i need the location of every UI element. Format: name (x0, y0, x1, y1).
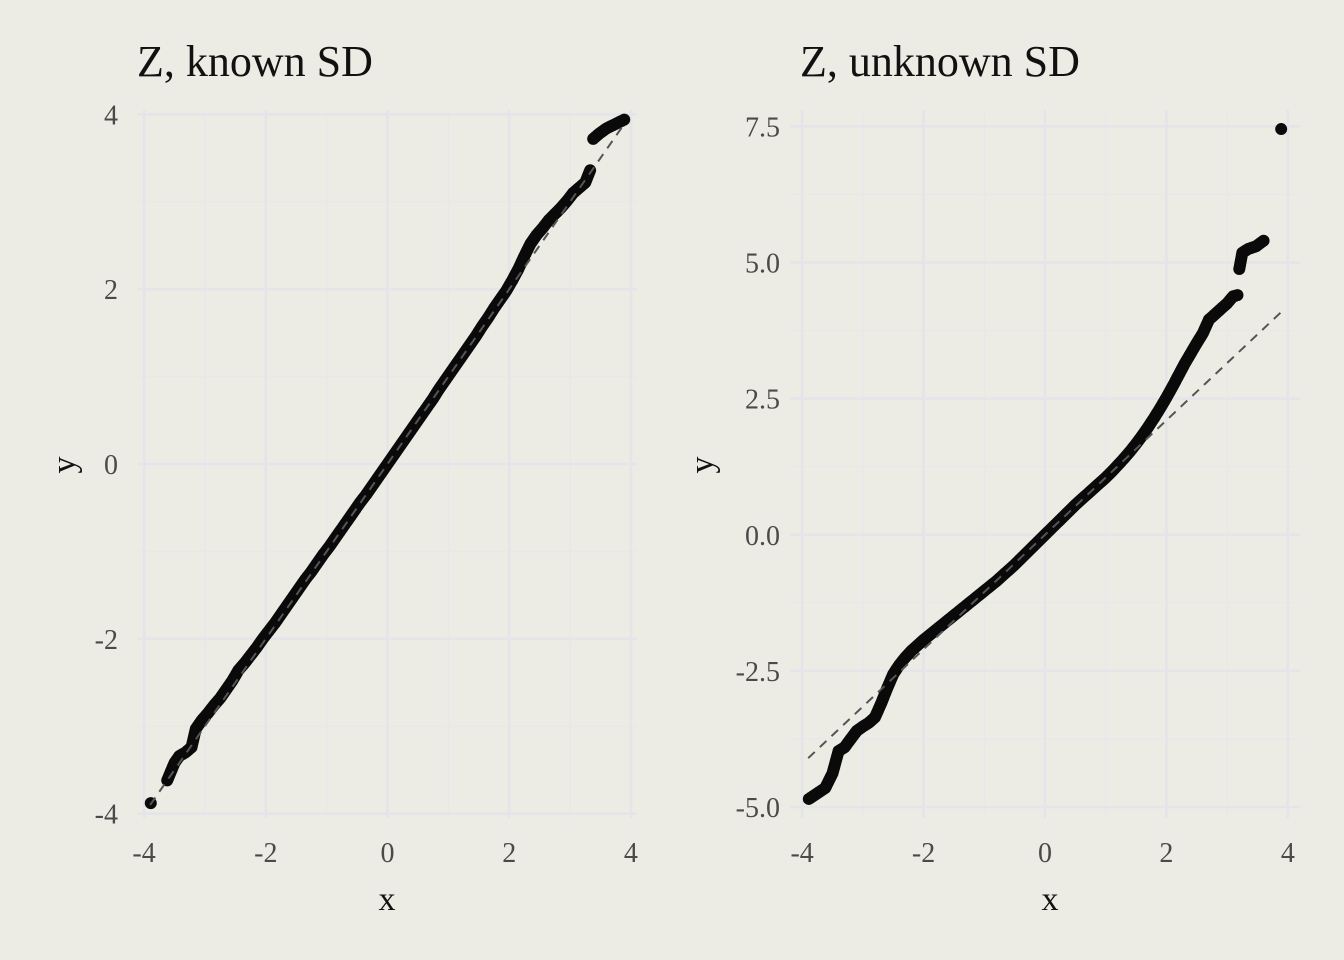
x-tick-label: 2 (502, 838, 516, 869)
data-point (1231, 289, 1244, 302)
x-tick-label: -4 (790, 838, 813, 869)
grid (790, 110, 1300, 818)
y-axis-label: y (46, 457, 83, 474)
x-tick-label: 4 (1281, 838, 1295, 869)
y-axis-label: y (684, 457, 721, 474)
y-tick-label: 0.0 (745, 521, 780, 552)
x-tick-label: 0 (1038, 838, 1052, 869)
data-points (802, 123, 1288, 805)
grid (138, 110, 637, 818)
panel-title: Z, known SD (137, 37, 373, 86)
y-tick-label: 5.0 (745, 248, 780, 279)
y-tick-label: 2.5 (745, 385, 780, 416)
x-axis-label: x (1042, 881, 1059, 918)
x-tick-label: 0 (381, 838, 395, 869)
y-tick-label: 4 (104, 100, 118, 131)
data-point (1275, 123, 1288, 136)
y-tick-label: 7.5 (745, 112, 780, 143)
x-tick-label: 4 (624, 838, 638, 869)
reference-line (149, 122, 626, 806)
panel-known-sd: Z, known SD x y -4 -2 0 2 4 -4 -2 0 2 4 (46, 37, 638, 918)
y-tick-label: -5.0 (736, 793, 780, 824)
panel-title: Z, unknown SD (800, 37, 1080, 86)
y-tick-label: -2 (95, 625, 118, 656)
x-tick-label: 2 (1159, 838, 1173, 869)
data-point (1257, 234, 1270, 247)
x-tick-label: -2 (254, 838, 277, 869)
y-tick-label: -2.5 (736, 657, 780, 688)
y-tick-label: -4 (95, 800, 118, 831)
x-axis-label: x (379, 881, 396, 918)
reference-line (807, 310, 1283, 759)
x-tick-label: -2 (912, 838, 935, 869)
y-tick-label: 0 (104, 450, 118, 481)
x-tick-label: -4 (132, 838, 155, 869)
y-tick-label: 2 (104, 275, 118, 306)
panel-unknown-sd: Z, unknown SD x y -4 -2 0 2 4 -5.0 -2.5 0.0 2.5 5… (684, 37, 1300, 918)
data-point (618, 113, 631, 126)
